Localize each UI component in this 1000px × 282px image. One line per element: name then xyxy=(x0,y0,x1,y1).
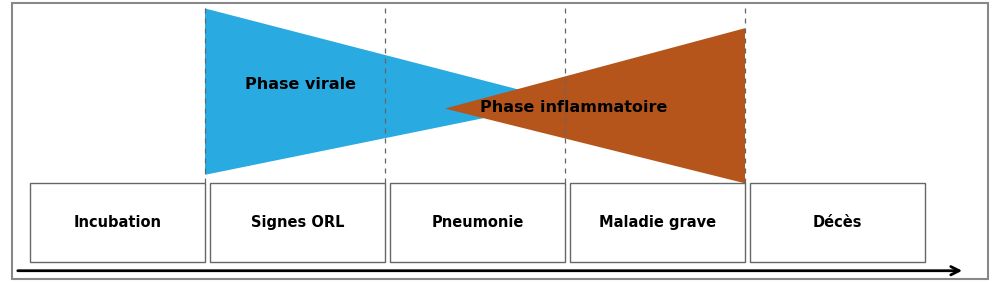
Text: Incubation: Incubation xyxy=(74,215,162,230)
Bar xyxy=(210,183,385,262)
Text: Maladie grave: Maladie grave xyxy=(599,215,716,230)
Polygon shape xyxy=(445,28,745,183)
Bar xyxy=(30,183,205,262)
Bar xyxy=(570,183,745,262)
Text: Décès: Décès xyxy=(813,215,862,230)
Text: Signes ORL: Signes ORL xyxy=(251,215,344,230)
Bar xyxy=(390,183,565,262)
Text: Pneumonie: Pneumonie xyxy=(431,215,524,230)
Polygon shape xyxy=(205,8,565,175)
Bar xyxy=(750,183,925,262)
Text: Phase inflammatoire: Phase inflammatoire xyxy=(480,100,667,115)
Text: Phase virale: Phase virale xyxy=(245,77,356,92)
